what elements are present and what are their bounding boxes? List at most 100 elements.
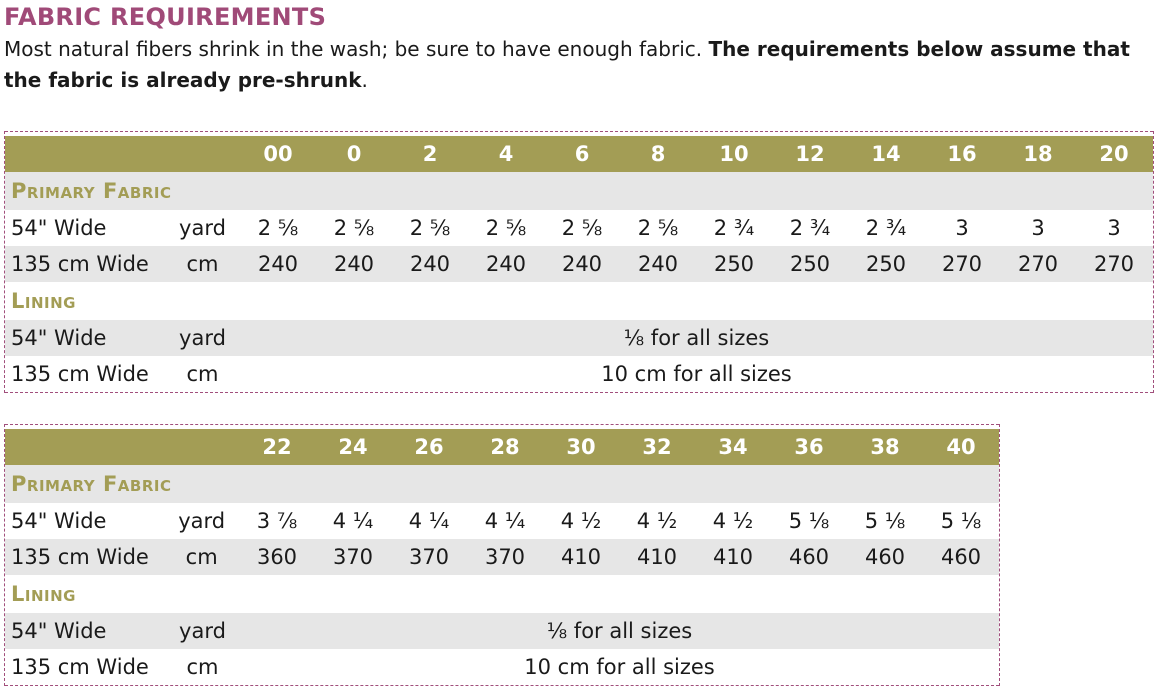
lining-section: Lining <box>5 282 1153 320</box>
size-header-row: 00 0 2 4 6 8 10 12 14 16 18 20 <box>5 136 1153 172</box>
size-value: 240 <box>485 252 527 276</box>
row-unit: yard <box>179 326 226 350</box>
size-header: 34 <box>718 435 748 459</box>
row-unit: cm <box>186 655 219 679</box>
size-value: 240 <box>637 252 679 276</box>
row-label: 135 cm Wide <box>11 362 149 386</box>
intro-text: Most natural fibers shrink in the wash; … <box>4 34 1134 96</box>
size-header: 36 <box>794 435 824 459</box>
row-unit: yard <box>179 216 226 240</box>
size-value: 270 <box>1017 252 1059 276</box>
size-value: 5 ⅛ <box>864 509 906 533</box>
lining-row-yard: 54" Wide yard ⅛ for all sizes <box>5 320 1153 356</box>
size-header: 28 <box>490 435 520 459</box>
size-header: 20 <box>1099 142 1129 166</box>
row-label: 135 cm Wide <box>11 545 149 569</box>
size-header: 10 <box>719 142 749 166</box>
size-value: 250 <box>789 252 831 276</box>
size-value: 240 <box>257 252 299 276</box>
size-value: 4 ½ <box>560 509 602 533</box>
size-header: 12 <box>795 142 825 166</box>
lining-row-cm: 135 cm Wide cm 10 cm for all sizes <box>5 356 1153 392</box>
size-value: 4 ½ <box>636 509 678 533</box>
size-value: 3 <box>1107 216 1121 240</box>
size-header: 30 <box>566 435 596 459</box>
size-header: 14 <box>871 142 901 166</box>
size-value: 4 ¼ <box>484 509 526 533</box>
lining-value: 10 cm for all sizes <box>601 362 792 386</box>
primary-row-cm: 135 cm Wide cm 360 370 370 370 410 410 410 460 4… <box>5 539 999 575</box>
size-value: 270 <box>1093 252 1135 276</box>
size-value: 3 <box>955 216 969 240</box>
row-unit: cm <box>186 362 219 386</box>
size-headers: 22 24 26 28 30 32 34 36 38 40 <box>239 435 999 459</box>
size-header: 6 <box>574 142 590 166</box>
size-header: 40 <box>946 435 976 459</box>
size-value: 4 ¼ <box>408 509 450 533</box>
size-headers: 00 0 2 4 6 8 10 12 14 16 18 20 <box>240 142 1152 166</box>
size-header: 22 <box>262 435 292 459</box>
size-value: 2 ⅝ <box>485 216 527 240</box>
size-value: 270 <box>941 252 983 276</box>
row-label: 54" Wide <box>11 216 107 240</box>
size-value: 360 <box>256 545 298 569</box>
size-value: 2 ¾ <box>865 216 907 240</box>
size-value: 460 <box>940 545 982 569</box>
size-header: 18 <box>1023 142 1053 166</box>
size-header: 32 <box>642 435 672 459</box>
lining-value: 10 cm for all sizes <box>524 655 715 679</box>
intro-normal: Most natural fibers shrink in the wash; … <box>4 37 709 61</box>
size-header-row: 22 24 26 28 30 32 34 36 38 40 <box>5 429 999 465</box>
size-header: 26 <box>414 435 444 459</box>
size-value: 460 <box>788 545 830 569</box>
size-value: 2 ¾ <box>713 216 755 240</box>
row-unit: cm <box>186 252 219 276</box>
size-value: 370 <box>332 545 374 569</box>
lining-row-yard: 54" Wide yard ⅛ for all sizes <box>5 613 999 649</box>
primary-row-yard: 54" Wide yard 2 ⅝ 2 ⅝ 2 ⅝ 2 ⅝ 2 ⅝ 2 ⅝ 2 ¾ 2 ¾ 2 … <box>5 210 1153 246</box>
size-header: 00 <box>263 142 293 166</box>
primary-row-yard: 54" Wide yard 3 ⅞ 4 ¼ 4 ¼ 4 ¼ 4 ½ 4 ½ 4 ½ 5 ⅛ 5 … <box>5 503 999 539</box>
size-value: 410 <box>560 545 602 569</box>
lining-section: Lining <box>5 575 999 613</box>
lining-row-cm: 135 cm Wide cm 10 cm for all sizes <box>5 649 999 685</box>
row-label: 54" Wide <box>11 619 107 643</box>
size-value: 240 <box>561 252 603 276</box>
size-header: 2 <box>422 142 438 166</box>
size-header: 0 <box>346 142 362 166</box>
size-header: 4 <box>498 142 514 166</box>
page-title: FABRIC REQUIREMENTS <box>4 3 327 31</box>
size-value: 460 <box>864 545 906 569</box>
size-value: 2 ¾ <box>789 216 831 240</box>
primary-fabric-title: Primary Fabric <box>11 472 172 496</box>
size-value: 2 ⅝ <box>409 216 451 240</box>
intro-end: . <box>361 68 368 92</box>
row-label: 54" Wide <box>11 326 107 350</box>
row-unit: cm <box>185 545 218 569</box>
size-value: 5 ⅛ <box>788 509 830 533</box>
size-value: 5 ⅛ <box>940 509 982 533</box>
size-value: 4 ½ <box>712 509 754 533</box>
size-value: 410 <box>712 545 754 569</box>
lining-title: Lining <box>11 289 76 313</box>
size-value: 3 <box>1031 216 1045 240</box>
size-header: 24 <box>338 435 368 459</box>
row-label: 135 cm Wide <box>11 252 149 276</box>
size-value: 240 <box>409 252 451 276</box>
size-value: 250 <box>865 252 907 276</box>
primary-fabric-section: Primary Fabric <box>5 465 999 503</box>
fabric-table-large-sizes: 22 24 26 28 30 32 34 36 38 40 Primary Fabric 54" … <box>4 424 1000 686</box>
size-header: 38 <box>870 435 900 459</box>
primary-fabric-section: Primary Fabric <box>5 172 1153 210</box>
intro-bold: The requirements below assume that the f… <box>4 37 1130 92</box>
size-header: 8 <box>650 142 666 166</box>
size-value: 410 <box>636 545 678 569</box>
size-value: 2 ⅝ <box>561 216 603 240</box>
size-value: 250 <box>713 252 755 276</box>
lining-title: Lining <box>11 582 76 606</box>
size-value: 370 <box>408 545 450 569</box>
row-label: 54" Wide <box>11 509 107 533</box>
size-value: 370 <box>484 545 526 569</box>
lining-value: ⅛ for all sizes <box>623 326 770 350</box>
fabric-table-small-sizes: 00 0 2 4 6 8 10 12 14 16 18 20 Primary Fabric 54" W… <box>4 131 1154 393</box>
